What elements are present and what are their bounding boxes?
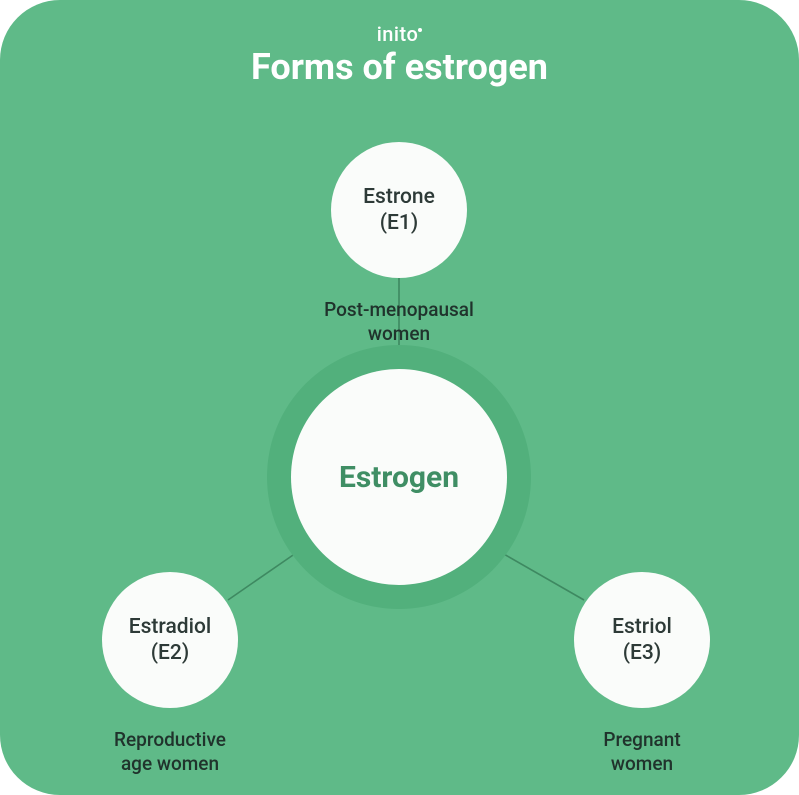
node-e3-label-1: Estriol <box>612 614 672 640</box>
brand-logo: inito <box>0 22 799 46</box>
node-e3-caption: Pregnantwomen <box>522 728 762 776</box>
center-label: Estrogen <box>339 460 459 495</box>
node-e2-caption: Reproductiveage women <box>50 728 290 776</box>
center-node: Estrogen <box>291 369 507 585</box>
node-e1-label-1: Estrone <box>363 184 435 210</box>
diagram-title: Forms of estrogen <box>0 46 799 88</box>
diagram-card: inito Forms of estrogen Estrogen Estrone… <box>0 0 799 795</box>
node-e3-label-2: (E3) <box>623 640 661 666</box>
node-e1-label-2: (E1) <box>380 210 418 236</box>
node-e1-caption: Post-menopausalwomen <box>279 298 519 346</box>
node-e3: Estriol(E3) <box>574 572 710 708</box>
node-e2-label-1: Estradiol <box>129 614 212 640</box>
node-e2-label-2: (E2) <box>151 640 189 666</box>
node-e2: Estradiol(E2) <box>102 572 238 708</box>
brand-text: inito <box>377 22 419 46</box>
connector-line <box>228 553 296 600</box>
brand-dot <box>418 28 422 32</box>
node-e1: Estrone(E1) <box>331 142 467 278</box>
connector-line <box>502 553 584 600</box>
